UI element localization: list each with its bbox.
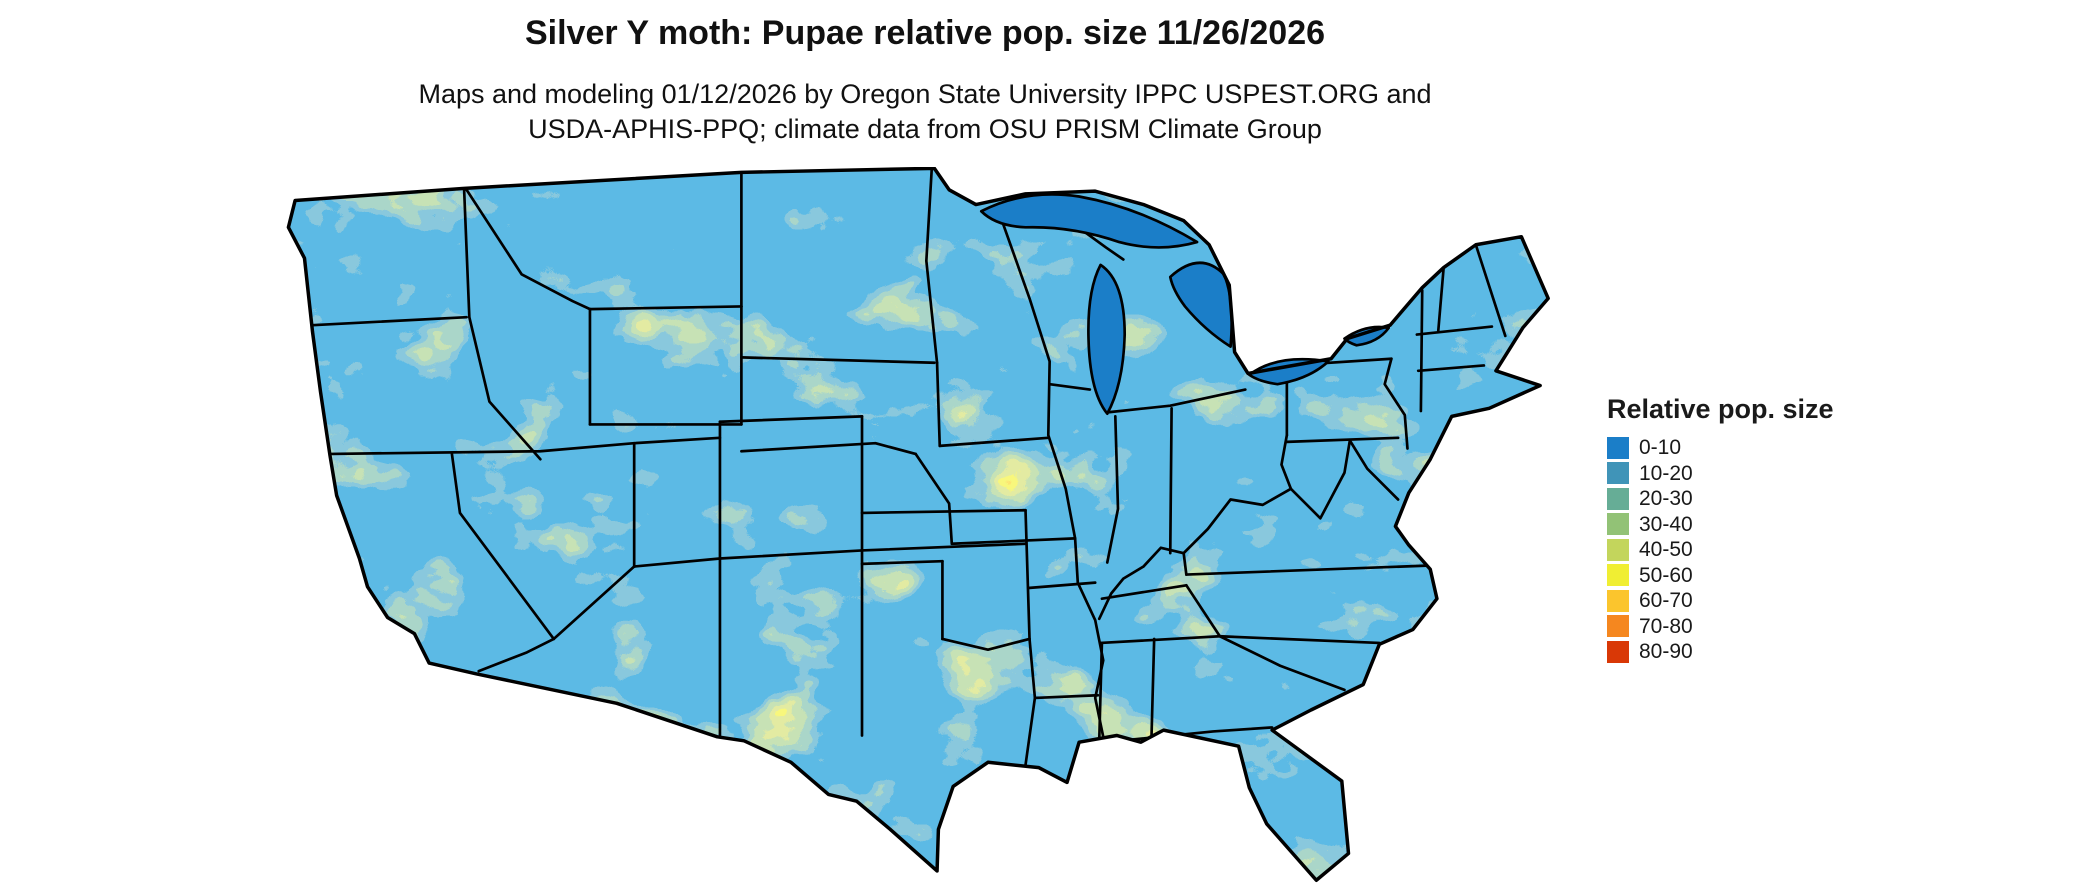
legend-bin-label: 30-40 [1639,512,1693,536]
legend-swatch [1607,615,1629,638]
legend-bin-label: 10-20 [1639,461,1693,485]
legend-swatch [1607,589,1629,612]
legend-row: 0-10 [1607,435,1834,461]
legend-row: 80-90 [1607,639,1834,665]
us-map-svg [286,167,1550,883]
legend-bin-label: 0-10 [1639,436,1682,460]
subtitle-line-1: Maps and modeling 01/12/2026 by Oregon S… [418,79,1432,109]
legend-bin-label: 60-70 [1639,589,1693,613]
legend-row: 70-80 [1607,614,1834,640]
legend-row: 40-50 [1607,537,1834,563]
legend-row: 30-40 [1607,512,1834,538]
legend-swatch [1607,564,1629,587]
lake-erie [1247,357,1330,386]
legend-bin-label: 70-80 [1639,614,1693,638]
legend-swatch [1607,640,1629,663]
legend-bin-label: 40-50 [1639,538,1693,562]
lake-huron [1168,261,1233,348]
subtitle-line-2: USDA-APHIS-PPQ; climate data from OSU PR… [528,113,1322,144]
lake-superior [979,193,1199,249]
legend-bin-label: 80-90 [1639,640,1693,664]
legend-row: 50-60 [1607,563,1834,589]
lake-ontario [1343,325,1391,347]
legend-title: Relative pop. size [1607,394,1834,424]
legend-bin-label: 50-60 [1639,563,1693,587]
legend-row: 20-30 [1607,486,1834,512]
raster-surface [288,168,1549,881]
legend-swatch [1607,462,1629,485]
legend-swatch [1607,513,1629,536]
legend-bin-label: 20-30 [1639,487,1693,511]
us-outline [286,167,1550,883]
page-title: Silver Y moth: Pupae relative pop. size … [524,14,1326,52]
legend-row: 10-20 [1607,461,1834,487]
legend-swatch [1607,538,1629,561]
legend-swatch [1607,487,1629,510]
legend: Relative pop. size 0-10 10-20 20-30 30-4… [1607,394,1834,665]
header: Silver Y moth: Pupae relative pop. size … [275,14,1575,146]
subtitle: Maps and modeling 01/12/2026 by Oregon S… [275,77,1575,146]
great-lakes [979,193,1391,416]
legend-row: 60-70 [1607,588,1834,614]
us-population-map [275,167,1575,891]
lake-michigan [1087,263,1127,416]
legend-swatch [1607,436,1629,459]
